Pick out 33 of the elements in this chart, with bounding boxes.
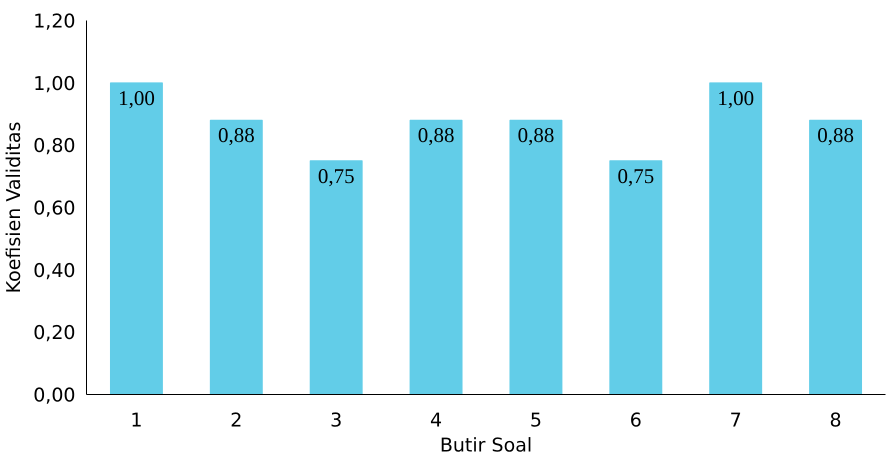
x-tick-label: 7 <box>730 410 742 432</box>
x-axis-title: Butir Soal <box>440 434 532 456</box>
data-label: 1,00 <box>717 86 754 110</box>
y-tick-label: 0,20 <box>33 322 76 344</box>
data-label: 0,75 <box>617 164 654 188</box>
y-tick-label: 0,80 <box>33 135 76 158</box>
x-tick-label: 5 <box>530 410 542 432</box>
bar <box>110 82 163 394</box>
y-tick-label: 0,40 <box>33 260 76 282</box>
data-label: 0,88 <box>218 123 255 148</box>
x-tick-label: 6 <box>630 410 642 432</box>
y-axis-title: Koefisien Validitas <box>3 122 26 294</box>
x-tick-label: 2 <box>230 410 242 432</box>
bar <box>609 160 662 394</box>
bar <box>410 120 463 394</box>
y-tick-label: 1,20 <box>33 10 76 32</box>
x-tick-label: 1 <box>130 410 142 432</box>
bar <box>809 120 862 394</box>
y-tick-label: 0,60 <box>33 198 76 220</box>
bar <box>210 120 263 394</box>
data-label: 1,00 <box>118 86 155 110</box>
data-label: 0,88 <box>418 123 454 148</box>
x-tick-label: 4 <box>430 410 442 432</box>
data-label: 0,88 <box>518 123 554 148</box>
y-tick-label: 0,00 <box>33 384 76 406</box>
y-tick-label: 1,00 <box>33 72 76 95</box>
bar <box>310 160 363 394</box>
data-label: 0,88 <box>817 123 854 148</box>
bar <box>509 120 562 394</box>
bar <box>709 82 762 394</box>
x-tick-label: 3 <box>330 410 342 432</box>
data-label: 0,75 <box>318 164 355 188</box>
x-tick-label: 8 <box>830 410 842 432</box>
